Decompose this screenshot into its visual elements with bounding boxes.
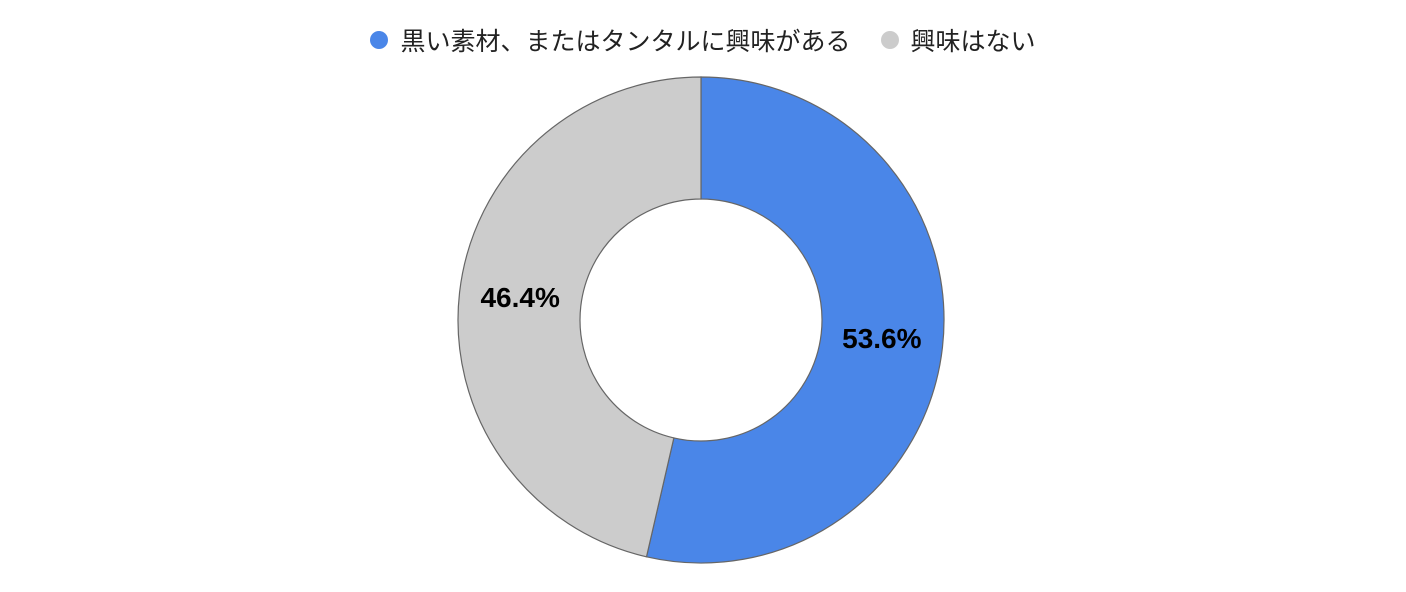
donut-slice (645, 76, 945, 564)
legend-item: 黒い素材、またはタンタルに興味がある (370, 22, 851, 58)
legend-label: 黒い素材、またはタンタルに興味がある (400, 27, 851, 56)
donut-slice (457, 76, 702, 558)
data-label: 46.4% (480, 282, 559, 313)
legend-item: 興味はない (880, 22, 1036, 58)
legend-marker (370, 31, 389, 49)
legend-label: 興味はない (910, 27, 1036, 56)
legend-marker (880, 31, 899, 49)
data-label: 53.6% (842, 323, 921, 354)
legend: 黒い素材、またはタンタルに興味がある 興味はない (0, 22, 1406, 58)
